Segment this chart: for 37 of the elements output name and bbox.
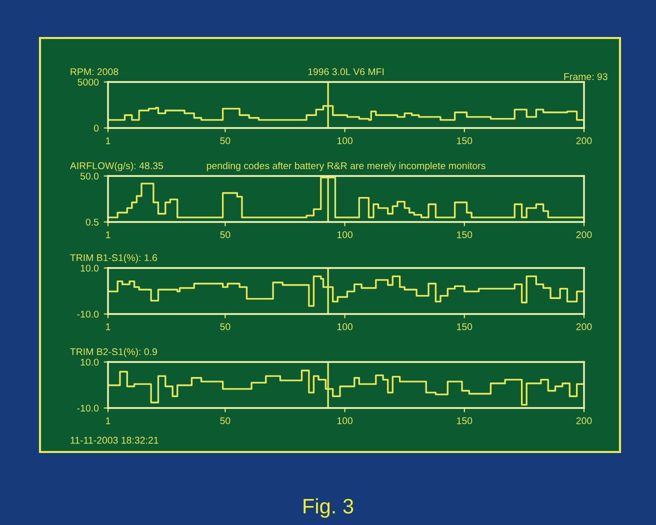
x-tick-label: 50: [220, 417, 230, 424]
x-tick-label: 100: [337, 231, 353, 238]
x-tick-label: 50: [220, 231, 230, 238]
y-tick-label: 5000: [78, 78, 99, 86]
x-tick-label: 150: [457, 231, 472, 238]
x-tick-label: 150: [457, 323, 472, 330]
y-tick-label: 10.0: [80, 264, 99, 272]
x-tick-label: 150: [457, 137, 472, 144]
y-tick-label: 10.0: [80, 358, 99, 366]
chart-subtitle: pending codes after battery R&R are merely incomplete monitors: [206, 162, 486, 172]
x-tick-label: 1: [106, 137, 110, 144]
x-tick-label: 100: [337, 137, 353, 144]
y-tick-label: -10.0: [77, 310, 99, 318]
x-tick-label: 100: [337, 417, 353, 424]
chart-title: AIRFLOW(g/s): 48.35: [70, 162, 163, 172]
x-tick-label: 50: [220, 323, 230, 330]
x-tick-label: 200: [576, 137, 592, 144]
y-tick-label: 50.0: [80, 172, 99, 180]
x-tick-label: 150: [457, 417, 472, 424]
text: 11-11-2003 18:32:21: [70, 436, 158, 444]
caption: Fig. 3: [304, 498, 354, 518]
chart-title: TRIM B1-S1(%): 1.6: [70, 254, 158, 264]
x-tick-label: 50: [220, 137, 230, 144]
x-tick-label: 1: [106, 323, 110, 330]
x-tick-label: 200: [576, 231, 592, 238]
chart-subtitle: 1996 3.0L V6 MFI: [308, 68, 384, 76]
chart-title: RPM: 2008: [70, 68, 118, 76]
y-tick-label: -10.0: [77, 404, 99, 412]
x-tick-label: 200: [576, 323, 592, 330]
text: Frame: 93: [564, 73, 608, 80]
x-tick-label: 200: [576, 417, 592, 424]
chart-title: TRIM B2-S1(%): 0.9: [70, 348, 157, 358]
x-tick-label: 1: [106, 417, 110, 424]
x-tick-label: 100: [337, 323, 353, 330]
y-tick-label: 0: [94, 124, 99, 132]
x-tick-label: 1: [106, 231, 110, 238]
y-tick-label: 0.5: [86, 218, 99, 226]
